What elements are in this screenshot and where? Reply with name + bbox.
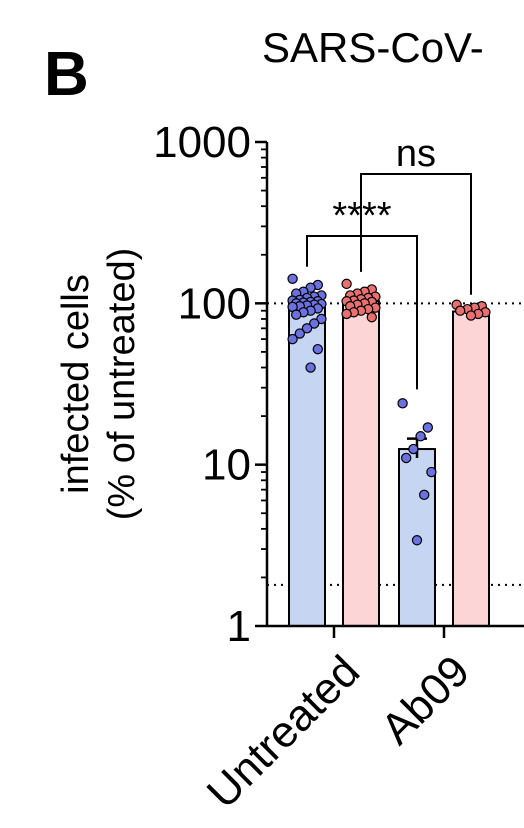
- bar: [342, 300, 380, 627]
- data-point: [401, 452, 412, 464]
- y-axis-label: infected cells (% of untreated): [55, 248, 143, 520]
- data-point: [426, 466, 437, 478]
- x-tick-label: Untreated: [198, 646, 369, 817]
- data-point: [415, 431, 426, 442]
- data-points: [287, 273, 491, 546]
- data-point: [408, 443, 419, 455]
- data-point: [291, 309, 302, 320]
- significance-annotations: ****ns: [306, 133, 472, 390]
- data-point: [312, 343, 323, 355]
- y-tick-label: 1000: [153, 118, 251, 167]
- chart-title: SARS-CoV-: [262, 24, 484, 71]
- panel-label: B: [44, 40, 89, 109]
- x-tick-label: Ab09: [372, 646, 479, 753]
- data-point: [305, 362, 316, 373]
- significance-label: ****: [332, 195, 391, 237]
- data-point: [411, 535, 423, 546]
- data-point: [287, 273, 298, 284]
- bar: [452, 310, 490, 627]
- data-point: [316, 313, 327, 325]
- y-axis-label-line-1: infected cells: [55, 274, 97, 494]
- data-point: [419, 489, 430, 501]
- data-point: [341, 308, 352, 320]
- data-point: [341, 278, 352, 290]
- y-axis-label-line-2: (% of untreated): [101, 248, 143, 520]
- y-tick-label: 1: [227, 602, 251, 651]
- data-point: [301, 323, 313, 334]
- bars: [288, 300, 490, 628]
- data-point: [465, 310, 477, 321]
- data-point: [366, 312, 377, 323]
- data-point: [397, 398, 408, 409]
- data-point: [294, 328, 305, 339]
- x-tick-labels: Untreated Ab09: [198, 646, 479, 817]
- data-point: [309, 318, 320, 329]
- y-tick-label: 10: [202, 441, 251, 490]
- axes: 1 10 100 1000: [153, 118, 524, 651]
- data-point: [422, 422, 433, 433]
- data-point: [455, 305, 466, 316]
- y-tick-label: 100: [178, 279, 251, 328]
- significance-label: ns: [396, 133, 436, 175]
- significance-bracket: [360, 173, 472, 295]
- data-point: [287, 333, 298, 345]
